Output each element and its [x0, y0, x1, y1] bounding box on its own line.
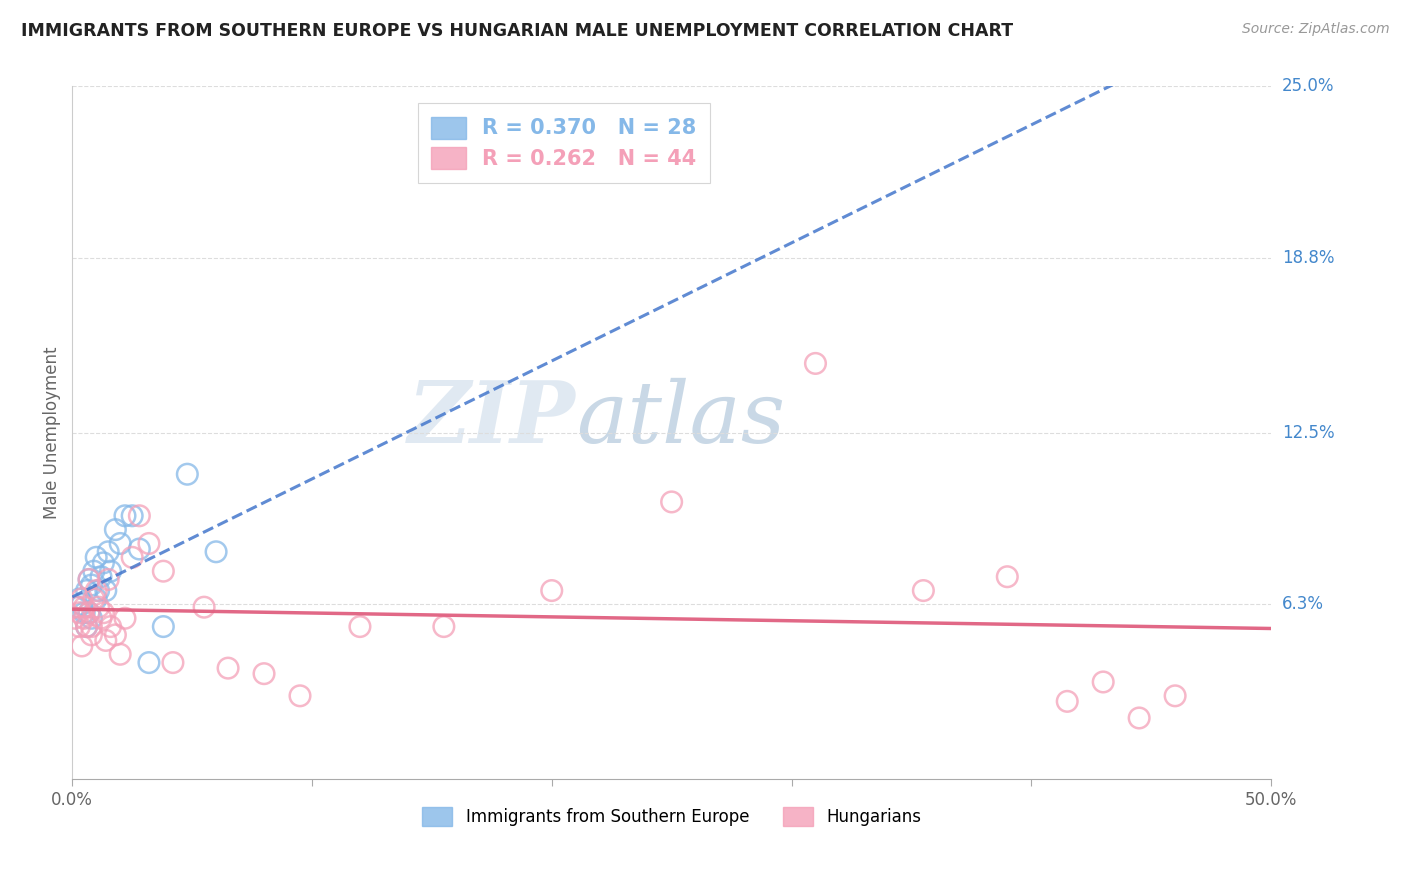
- Point: [1056, 694, 1078, 708]
- Y-axis label: Male Unemployment: Male Unemployment: [44, 346, 60, 519]
- Point: [128, 541, 150, 556]
- Point: [70, 639, 93, 653]
- Text: 6.3%: 6.3%: [1282, 596, 1324, 614]
- Text: 18.8%: 18.8%: [1282, 249, 1334, 268]
- Point: [104, 628, 127, 642]
- Point: [1092, 675, 1115, 690]
- Point: [73, 611, 96, 625]
- Point: [70, 591, 93, 606]
- Point: [114, 611, 136, 625]
- Point: [77, 606, 100, 620]
- Point: [94, 583, 117, 598]
- Point: [1128, 711, 1150, 725]
- Text: 25.0%: 25.0%: [1282, 78, 1334, 95]
- Point: [90, 611, 112, 625]
- Point: [83, 564, 105, 578]
- Point: [121, 508, 143, 523]
- Point: [76, 619, 98, 633]
- Point: [152, 619, 174, 633]
- Point: [162, 656, 184, 670]
- Text: atlas: atlas: [575, 377, 785, 460]
- Point: [97, 545, 120, 559]
- Point: [995, 570, 1018, 584]
- Point: [97, 573, 120, 587]
- Point: [90, 570, 112, 584]
- Point: [84, 591, 107, 606]
- Point: [104, 523, 127, 537]
- Point: [912, 583, 935, 598]
- Point: [73, 600, 96, 615]
- Point: [128, 508, 150, 523]
- Point: [83, 591, 105, 606]
- Point: [138, 536, 160, 550]
- Point: [73, 606, 96, 620]
- Point: [67, 619, 90, 633]
- Point: [76, 619, 98, 633]
- Point: [100, 564, 122, 578]
- Point: [176, 467, 198, 482]
- Point: [66, 600, 89, 615]
- Point: [77, 573, 100, 587]
- Point: [100, 619, 122, 633]
- Point: [80, 611, 103, 625]
- Point: [76, 583, 98, 598]
- Point: [94, 633, 117, 648]
- Point: [67, 606, 90, 620]
- Point: [152, 564, 174, 578]
- Point: [93, 606, 115, 620]
- Point: [84, 550, 107, 565]
- Text: 12.5%: 12.5%: [1282, 424, 1334, 442]
- Point: [433, 619, 456, 633]
- Point: [84, 583, 107, 598]
- Text: ZIP: ZIP: [408, 377, 575, 460]
- Point: [121, 550, 143, 565]
- Point: [77, 606, 100, 620]
- Point: [804, 356, 827, 370]
- Point: [80, 619, 103, 633]
- Point: [70, 598, 93, 612]
- Point: [80, 628, 103, 642]
- Point: [67, 591, 90, 606]
- Point: [253, 666, 276, 681]
- Legend: Immigrants from Southern Europe, Hungarians: Immigrants from Southern Europe, Hungari…: [416, 800, 928, 833]
- Point: [108, 536, 131, 550]
- Point: [80, 578, 103, 592]
- Point: [138, 656, 160, 670]
- Point: [63, 611, 86, 625]
- Point: [77, 573, 100, 587]
- Point: [87, 583, 110, 598]
- Point: [193, 600, 215, 615]
- Point: [661, 495, 683, 509]
- Point: [93, 556, 115, 570]
- Point: [540, 583, 562, 598]
- Text: Source: ZipAtlas.com: Source: ZipAtlas.com: [1241, 22, 1389, 37]
- Point: [205, 545, 228, 559]
- Text: IMMIGRANTS FROM SOUTHERN EUROPE VS HUNGARIAN MALE UNEMPLOYMENT CORRELATION CHART: IMMIGRANTS FROM SOUTHERN EUROPE VS HUNGA…: [21, 22, 1014, 40]
- Point: [349, 619, 371, 633]
- Point: [114, 508, 136, 523]
- Point: [108, 647, 131, 661]
- Point: [217, 661, 239, 675]
- Point: [1164, 689, 1187, 703]
- Point: [87, 600, 110, 615]
- Point: [66, 600, 89, 615]
- Point: [288, 689, 311, 703]
